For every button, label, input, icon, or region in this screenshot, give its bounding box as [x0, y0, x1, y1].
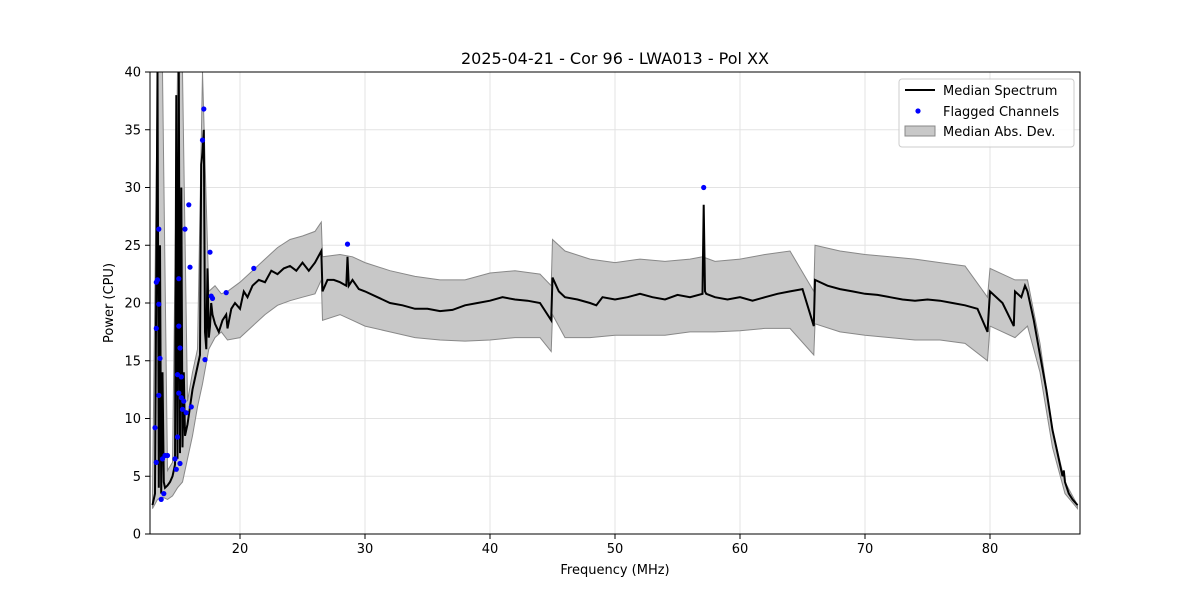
- x-tick-label: 50: [607, 542, 624, 557]
- y-tick-label: 40: [124, 66, 141, 81]
- flagged-channel-point: [158, 496, 164, 502]
- flagged-channel-point: [176, 276, 182, 282]
- y-tick-label: 15: [124, 354, 141, 369]
- flagged-channel-point: [176, 390, 182, 396]
- y-tick-label: 5: [133, 470, 141, 485]
- flagged-channel-point: [187, 264, 193, 270]
- tick-layer: 20 30 40 50 60 70 80 0 5 10 15 20 25 30 35 40: [124, 66, 998, 558]
- y-tick-label: 20: [124, 297, 141, 312]
- flagged-channel-point: [152, 425, 158, 431]
- flagged-channel-point: [178, 374, 184, 380]
- flagged-channel-point: [207, 249, 213, 255]
- flagged-channel-point: [154, 277, 161, 283]
- x-tick-label: 80: [982, 542, 999, 557]
- flagged-channel-point: [156, 226, 162, 232]
- legend-mad-label: Median Abs. Dev.: [943, 125, 1055, 140]
- y-tick-label: 25: [124, 239, 141, 254]
- legend-flagged-label: Flagged Channels: [943, 105, 1059, 120]
- mad-band: [152, 72, 1078, 510]
- y-axis-label: Power (CPU): [102, 263, 117, 343]
- flagged-channel-point: [176, 323, 182, 329]
- median-spectrum-line: [151, 72, 1079, 506]
- flagged-channel-point: [201, 106, 207, 112]
- x-axis-label: Frequency (MHz): [560, 563, 669, 578]
- flagged-channel-point: [161, 491, 167, 497]
- flagged-channel-point: [209, 295, 216, 301]
- legend-flagged-swatch: [915, 108, 921, 114]
- flagged-channel-point: [177, 345, 183, 351]
- flagged-channel-point: [199, 137, 206, 143]
- flagged-channel-point: [153, 325, 159, 331]
- x-tick-label: 60: [732, 542, 749, 557]
- data-layer: [151, 72, 1079, 510]
- y-tick-label: 35: [124, 123, 141, 138]
- legend-box: [898, 78, 1075, 148]
- flagged-channel-point: [223, 290, 229, 296]
- flagged-channel-point: [156, 301, 162, 307]
- flagged-channel-point: [186, 202, 192, 208]
- flagged-channel-point: [344, 241, 351, 247]
- flagged-channel-point: [188, 404, 194, 410]
- flagged-channel-point: [181, 398, 187, 404]
- flagged-channel-point: [157, 355, 163, 361]
- y-tick-label: 0: [133, 528, 141, 543]
- x-tick-label: 20: [232, 542, 249, 557]
- legend: Median Spectrum Flagged Channels Median …: [898, 78, 1075, 148]
- flagged-channel-point: [182, 226, 188, 232]
- flagged-channel-point: [153, 459, 159, 465]
- legend-mad-swatch: [904, 125, 936, 137]
- flagged-channel-point: [183, 410, 189, 416]
- flagged-channel-point: [173, 466, 179, 472]
- y-tick-label: 30: [124, 181, 141, 196]
- flagged-channel-point: [174, 434, 181, 440]
- legend-median-label: Median Spectrum: [943, 84, 1057, 99]
- flagged-channel-point: [177, 460, 183, 467]
- flagged-channel-point: [701, 184, 707, 191]
- y-tick-label: 10: [124, 412, 141, 427]
- flagged-channel-point: [179, 406, 186, 412]
- flagged-channel-point: [174, 372, 181, 378]
- flagged-channel-point: [164, 452, 171, 459]
- flagged-channel-point: [251, 265, 257, 271]
- x-tick-label: 40: [482, 542, 499, 557]
- x-tick-label: 70: [857, 542, 874, 557]
- chart-title: 2025-04-21 - Cor 96 - LWA013 - Pol XX: [461, 49, 769, 68]
- flagged-channel-point: [172, 456, 178, 462]
- flagged-channel-point: [202, 357, 208, 363]
- flagged-channel-point: [156, 392, 162, 398]
- x-tick-label: 30: [357, 542, 374, 557]
